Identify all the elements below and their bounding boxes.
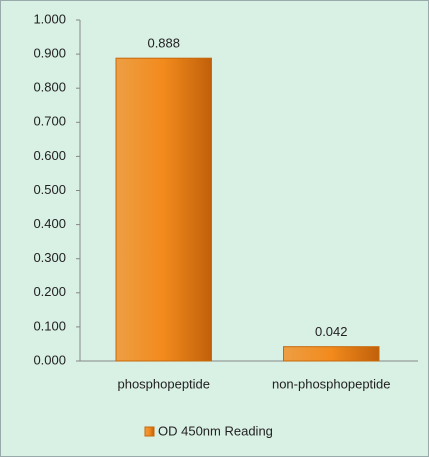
y-tick-label: 0.000: [33, 352, 66, 367]
y-tick-label: 0.600: [33, 148, 66, 163]
y-tick-label: 0.400: [33, 216, 66, 231]
y-tick-label: 1.000: [33, 11, 66, 26]
x-tick-label: non-phosphopeptide: [272, 376, 391, 391]
data-label: 0.042: [315, 324, 348, 339]
y-tick-label: 0.800: [33, 80, 66, 95]
bar: [115, 57, 212, 362]
bar: [283, 346, 380, 362]
x-tick-label: phosphopeptide: [117, 376, 210, 391]
y-tick-label: 0.500: [33, 182, 66, 197]
y-tick-label: 0.200: [33, 284, 66, 299]
legend-swatch: [144, 426, 155, 437]
y-tick-label: 0.300: [33, 250, 66, 265]
y-tick-label: 0.900: [33, 46, 66, 61]
legend-label: OD 450nm Reading: [158, 423, 273, 438]
y-tick-label: 0.100: [33, 318, 66, 333]
y-tick-label: 0.700: [33, 114, 66, 129]
data-label: 0.888: [147, 36, 180, 51]
